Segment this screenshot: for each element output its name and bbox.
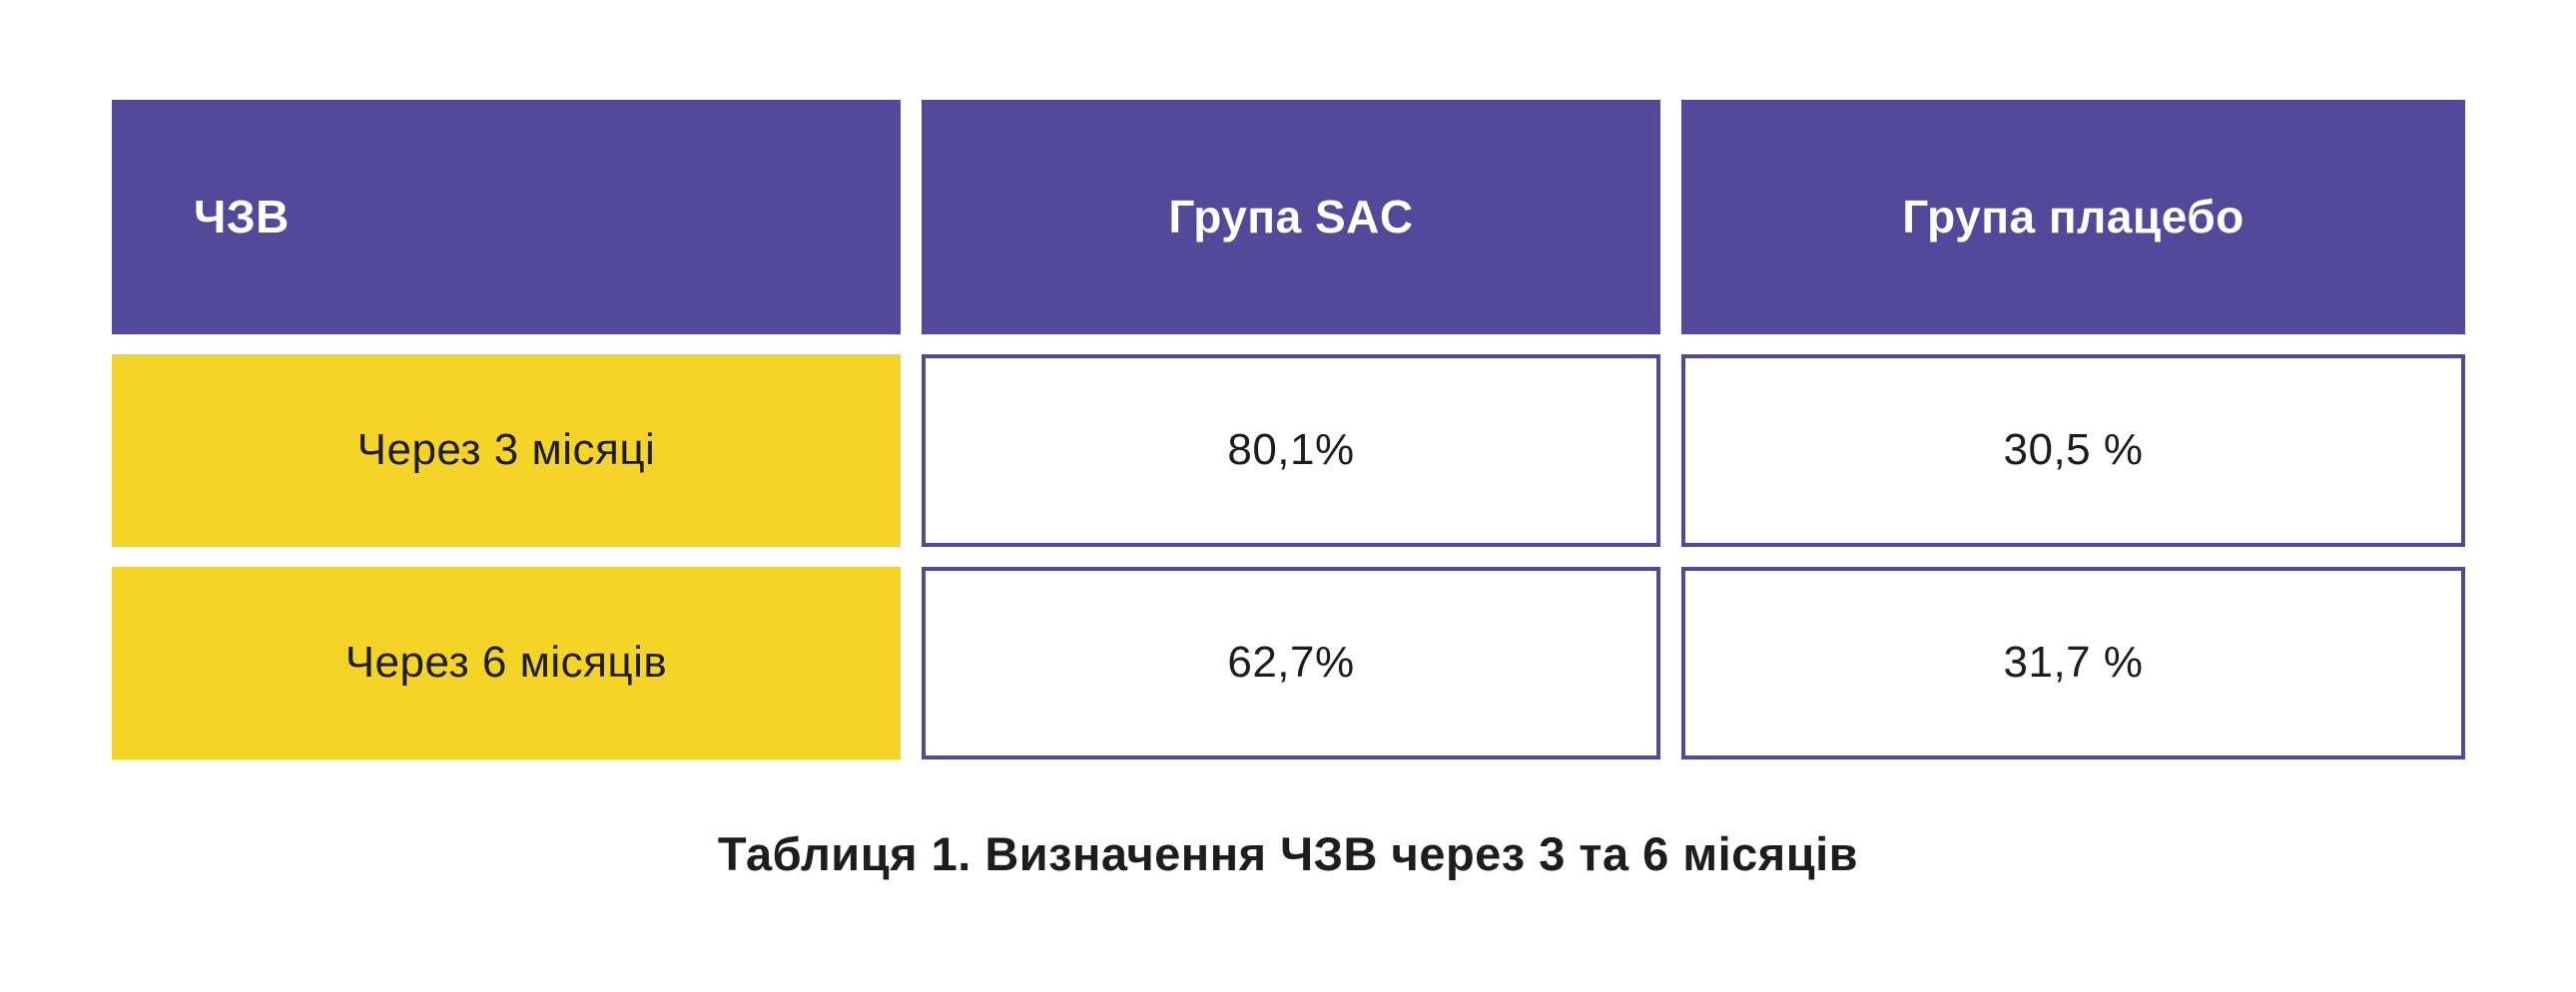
table-header-group-sac: Група SAC — [922, 100, 1660, 334]
table-header-group-placebo: Група плацебо — [1681, 100, 2465, 334]
value-sac-3-months: 80,1% — [922, 354, 1660, 547]
table-caption: Таблиця 1. Визначення ЧЗВ через 3 та 6 м… — [717, 827, 1859, 880]
row-label-6-months: Через 6 місяців — [112, 567, 901, 759]
value-placebo-6-months: 31,7 % — [1681, 567, 2465, 759]
value-placebo-3-months: 30,5 % — [1681, 354, 2465, 547]
faq-results-table: ЧЗВ Група SAC Група плацебо Через 3 міся… — [112, 100, 2465, 759]
row-label-3-months: Через 3 місяці — [112, 354, 901, 547]
table-header-chzv: ЧЗВ — [112, 100, 901, 334]
value-sac-6-months: 62,7% — [922, 567, 1660, 759]
